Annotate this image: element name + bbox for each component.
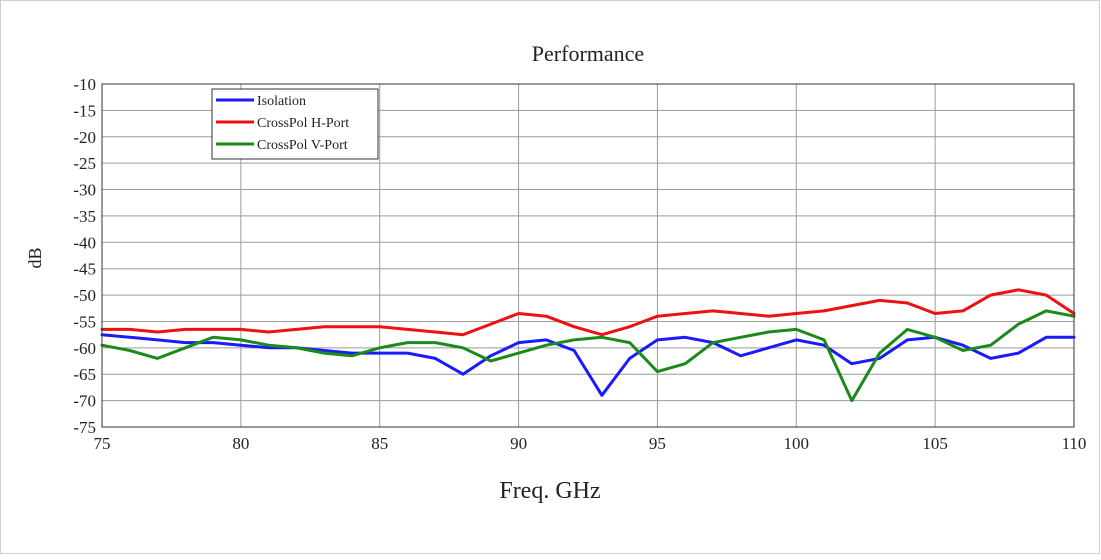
y-tick-label: -50 bbox=[73, 286, 96, 305]
y-tick-label: -60 bbox=[73, 339, 96, 358]
plot-lines bbox=[100, 288, 1076, 403]
x-tick-label: 105 bbox=[922, 434, 948, 453]
x-tick-label: 110 bbox=[1062, 434, 1087, 453]
plot-area-border bbox=[101, 83, 1075, 428]
legend-label-3: CrossPol V-Port bbox=[257, 138, 348, 153]
y-tick-label: -45 bbox=[73, 260, 96, 279]
chart-title: Performance bbox=[532, 41, 644, 66]
legend-label-1: Isolation bbox=[257, 94, 306, 109]
y-tick-label: -55 bbox=[73, 312, 96, 331]
x-tick-label: 75 bbox=[94, 434, 111, 453]
y-tick-label: -30 bbox=[73, 181, 96, 200]
y-tick-label: -35 bbox=[73, 207, 96, 226]
y-tick-label: -15 bbox=[73, 101, 96, 120]
y-tick-label: -10 bbox=[73, 75, 96, 94]
series-line-3 bbox=[100, 309, 1076, 403]
axis-ticks: -10 -15 -20 -25 -30 -35 -40 -45 -50 -55 -60 -65 -70 -… bbox=[73, 75, 1086, 453]
x-tick-label: 95 bbox=[649, 434, 666, 453]
legend: Isolation CrossPol H-Port CrossPol V-Port bbox=[211, 88, 379, 160]
y-tick-label: -25 bbox=[73, 154, 96, 173]
y-tick-label: -75 bbox=[73, 418, 96, 437]
y-tick-label: -65 bbox=[73, 365, 96, 384]
legend-label-2: CrossPol H-Port bbox=[257, 116, 349, 131]
legend-box bbox=[211, 88, 379, 160]
y-axis-label: dB bbox=[25, 247, 45, 268]
x-axis-label: Freq. GHz bbox=[499, 478, 600, 504]
y-tick-label: -20 bbox=[73, 128, 96, 147]
x-tick-label: 85 bbox=[371, 434, 388, 453]
x-tick-label: 100 bbox=[784, 434, 810, 453]
x-tick-label: 80 bbox=[232, 434, 249, 453]
x-tick-label: 90 bbox=[510, 434, 527, 453]
series-line-1 bbox=[100, 333, 1076, 397]
y-tick-label: -70 bbox=[73, 392, 96, 411]
series-line-2 bbox=[100, 288, 1076, 337]
y-tick-label: -40 bbox=[73, 233, 96, 252]
